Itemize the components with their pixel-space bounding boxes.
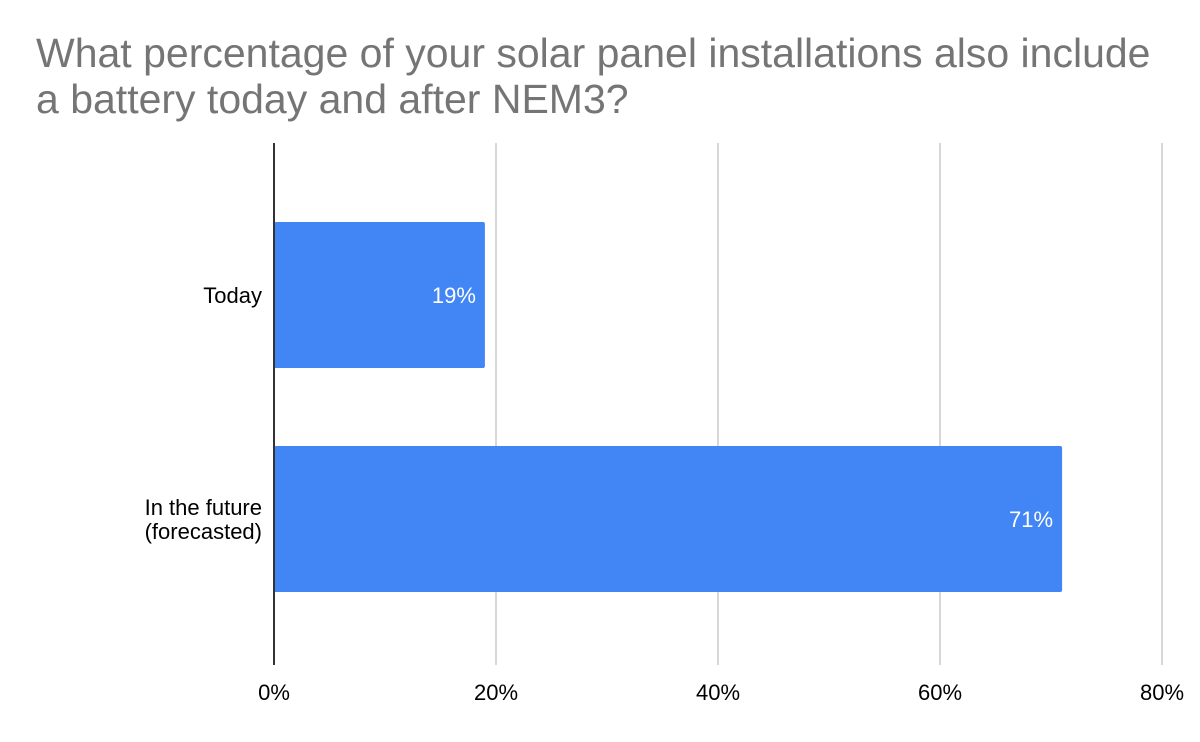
x-tick-label: 20% — [474, 680, 518, 705]
labels: 0% 20% 40% 60% 80% 19% Today 71% In the future (f… — [145, 283, 1184, 705]
category-label: In the future (forecasted) — [145, 495, 262, 544]
x-tick-label: 80% — [1140, 680, 1184, 705]
bars — [274, 222, 1063, 592]
category-label: Today — [203, 283, 262, 308]
data-label: 71% — [1009, 507, 1053, 532]
data-label: 19% — [432, 283, 476, 308]
x-tick-label: 40% — [696, 680, 740, 705]
bar-1 — [274, 222, 485, 368]
chart-title: What percentage of your solar panel inst… — [36, 30, 1151, 122]
x-tick-label: 0% — [258, 680, 290, 705]
x-tick-label: 60% — [918, 680, 962, 705]
bar-2 — [274, 446, 1063, 592]
